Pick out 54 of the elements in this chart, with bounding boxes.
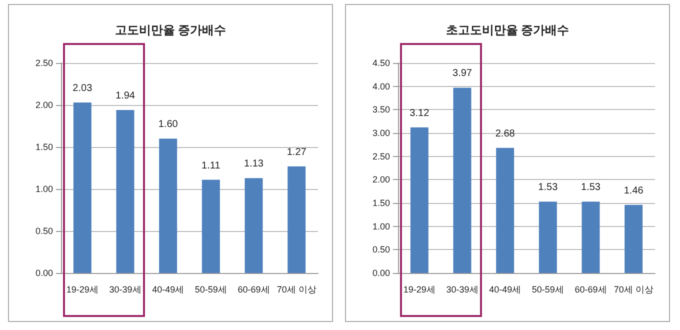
x-tick-label: 40-49세 — [489, 284, 522, 294]
data-label: 1.46 — [624, 185, 644, 196]
data-label: 1.11 — [202, 160, 221, 172]
y-tick-label: 2.00 — [35, 100, 53, 110]
x-tick-label: 50-59세 — [194, 284, 227, 294]
y-tick-label: 1.00 — [372, 221, 390, 232]
bar — [538, 202, 557, 273]
y-tick-label: 1.00 — [35, 184, 53, 194]
y-tick-label: 3.50 — [372, 104, 390, 115]
bar — [244, 178, 263, 273]
x-tick-label: 40-49세 — [152, 284, 184, 294]
bar — [453, 88, 472, 273]
y-tick-label: 4.50 — [372, 58, 390, 68]
y-tick-label: 0.00 — [372, 268, 390, 278]
x-tick-label: 30-39세 — [109, 284, 142, 294]
data-label: 1.27 — [286, 146, 307, 158]
y-tick-label: 1.50 — [372, 198, 390, 208]
data-label: 2.03 — [72, 82, 93, 94]
y-tick-label: 2.50 — [35, 58, 53, 68]
bar — [116, 110, 134, 273]
x-tick-label: 60-69세 — [574, 284, 607, 294]
data-label: 1.60 — [158, 119, 178, 130]
data-label: 1.94 — [116, 90, 136, 102]
bar — [73, 102, 92, 273]
x-tick-label: 70세 이상 — [276, 284, 316, 294]
bar — [288, 166, 306, 273]
y-tick-label: 2.00 — [372, 174, 390, 185]
y-tick-label: 0.50 — [372, 244, 390, 255]
chart-title: 초고도비만율 증가배수 — [446, 23, 570, 37]
y-tick-label: 0.00 — [35, 268, 53, 278]
bar — [159, 138, 178, 273]
bar — [410, 127, 428, 273]
x-tick-label: 60-69세 — [238, 284, 270, 294]
data-label: 1.53 — [581, 182, 601, 194]
bar — [496, 148, 514, 273]
data-label: 2.68 — [495, 128, 516, 140]
x-tick-label: 70세 이상 — [614, 284, 654, 294]
y-tick-label: 2.50 — [372, 151, 390, 162]
bar — [582, 202, 600, 273]
x-tick-label: 19-29세 — [403, 284, 436, 294]
x-tick-label: 19-29세 — [66, 284, 98, 294]
y-tick-label: 3.00 — [372, 128, 390, 138]
data-label: 3.12 — [410, 108, 430, 119]
x-tick-label: 30-39세 — [446, 284, 478, 294]
bar — [202, 180, 220, 273]
y-tick-label: 4.00 — [372, 81, 390, 92]
y-tick-label: 1.50 — [35, 142, 53, 152]
bar — [624, 204, 643, 273]
data-label: 1.53 — [538, 182, 558, 194]
x-tick-label: 50-59세 — [532, 284, 564, 294]
y-tick-label: 0.50 — [35, 226, 53, 236]
data-label: 1.13 — [244, 158, 264, 170]
data-label: 3.97 — [452, 68, 472, 80]
chart-title: 고도비만율 증가배수 — [114, 23, 226, 37]
